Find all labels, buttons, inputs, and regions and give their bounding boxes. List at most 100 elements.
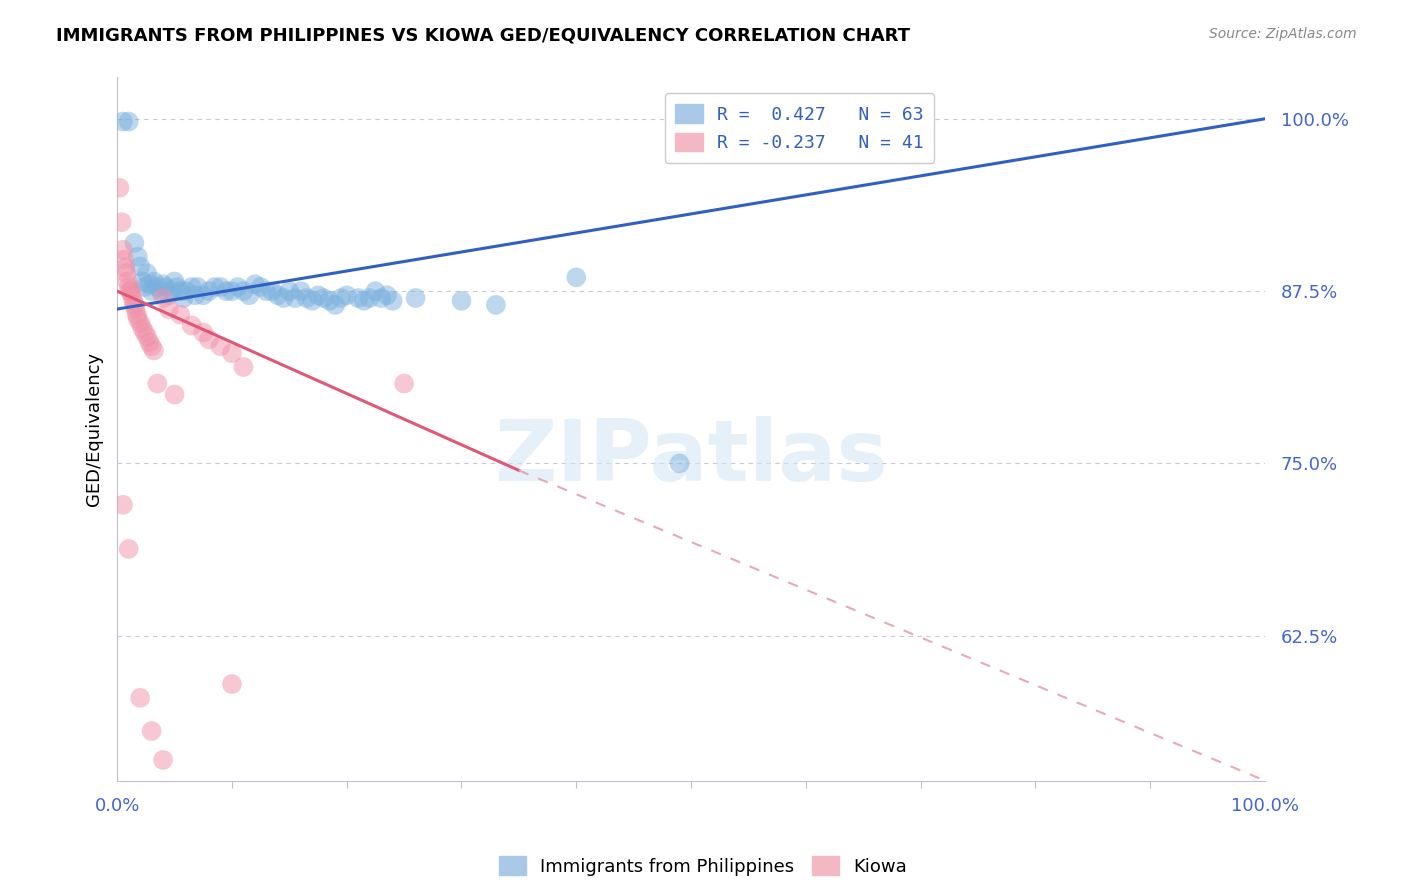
Point <box>157 301 180 316</box>
Point <box>353 293 375 308</box>
Point <box>169 284 191 298</box>
Point <box>180 318 202 333</box>
Y-axis label: GED/Equivalency: GED/Equivalency <box>86 352 103 506</box>
Point <box>152 291 174 305</box>
Text: ZIPatlas: ZIPatlas <box>494 416 889 499</box>
Point <box>243 277 266 292</box>
Point <box>198 284 221 298</box>
Point <box>485 298 508 312</box>
Point <box>565 270 588 285</box>
Point <box>169 308 191 322</box>
Point <box>157 288 180 302</box>
Point <box>118 541 141 556</box>
Point <box>193 326 215 340</box>
Point <box>118 280 141 294</box>
Point <box>347 291 370 305</box>
Point <box>204 280 226 294</box>
Point <box>278 284 301 298</box>
Point <box>381 293 404 308</box>
Point <box>668 457 690 471</box>
Point <box>129 260 152 274</box>
Point <box>198 332 221 346</box>
Point <box>136 266 159 280</box>
Point <box>124 301 146 316</box>
Point <box>254 284 277 298</box>
Point <box>111 498 134 512</box>
Point <box>138 277 160 292</box>
Point <box>125 308 148 322</box>
Point <box>359 291 381 305</box>
Point <box>155 280 177 294</box>
Legend: R =  0.427   N = 63, R = -0.237   N = 41: R = 0.427 N = 63, R = -0.237 N = 41 <box>665 94 935 163</box>
Point <box>262 284 284 298</box>
Point <box>124 298 146 312</box>
Legend: Immigrants from Philippines, Kiowa: Immigrants from Philippines, Kiowa <box>491 849 915 883</box>
Point <box>131 275 153 289</box>
Point <box>134 326 156 340</box>
Point <box>295 291 318 305</box>
Point <box>136 329 159 343</box>
Point <box>166 280 188 294</box>
Point <box>163 275 186 289</box>
Point <box>146 376 169 391</box>
Point <box>131 321 153 335</box>
Point <box>301 293 323 308</box>
Point <box>284 291 307 305</box>
Point <box>108 180 131 194</box>
Point <box>209 280 232 294</box>
Point <box>149 284 172 298</box>
Point <box>392 376 415 391</box>
Point <box>142 343 165 358</box>
Point <box>193 288 215 302</box>
Point <box>142 275 165 289</box>
Point <box>186 280 208 294</box>
Point <box>141 723 163 738</box>
Point <box>273 291 295 305</box>
Point <box>184 288 207 302</box>
Point <box>174 284 197 298</box>
Text: Source: ZipAtlas.com: Source: ZipAtlas.com <box>1209 27 1357 41</box>
Point <box>249 280 271 294</box>
Point <box>152 753 174 767</box>
Point <box>127 311 149 326</box>
Point <box>226 280 249 294</box>
Text: IMMIGRANTS FROM PHILIPPINES VS KIOWA GED/EQUIVALENCY CORRELATION CHART: IMMIGRANTS FROM PHILIPPINES VS KIOWA GED… <box>56 27 910 45</box>
Point <box>370 291 392 305</box>
Point <box>221 346 243 360</box>
Point <box>121 288 143 302</box>
Point <box>122 293 145 308</box>
Point <box>318 293 340 308</box>
Point <box>129 690 152 705</box>
Point <box>114 260 136 275</box>
Point <box>124 235 146 250</box>
Point <box>112 252 135 267</box>
Point <box>138 335 160 350</box>
Point <box>290 284 312 298</box>
Point <box>267 288 290 302</box>
Point <box>336 288 359 302</box>
Point <box>221 284 243 298</box>
Point <box>375 288 398 302</box>
Point <box>215 284 238 298</box>
Point <box>450 293 472 308</box>
Point <box>180 280 202 294</box>
Point <box>146 280 169 294</box>
Point <box>120 284 142 298</box>
Point <box>134 280 156 294</box>
Point <box>221 677 243 691</box>
Point <box>111 215 134 229</box>
Point <box>127 250 149 264</box>
Point <box>364 284 387 298</box>
Point <box>405 291 427 305</box>
Point <box>238 288 260 302</box>
Point <box>232 284 254 298</box>
Point <box>152 277 174 292</box>
Point <box>111 114 134 128</box>
Point <box>162 284 184 298</box>
Point <box>141 339 163 353</box>
Point <box>129 316 152 330</box>
Point <box>173 291 195 305</box>
Point <box>115 266 138 280</box>
Point <box>118 114 141 128</box>
Point <box>312 291 335 305</box>
